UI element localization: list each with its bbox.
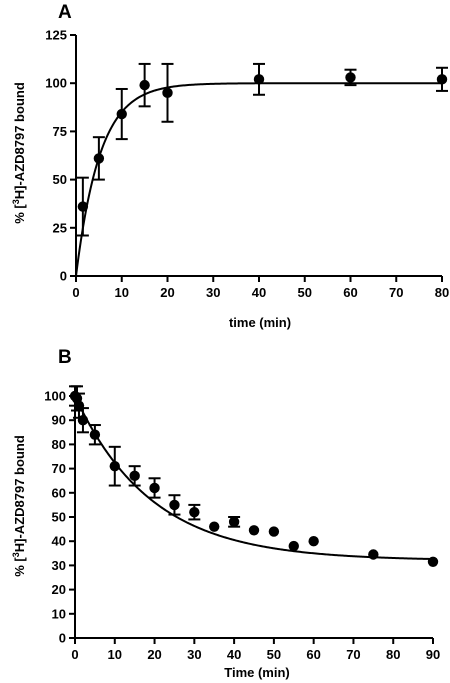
panel-a-x-tick-label: 30 <box>206 285 220 300</box>
panel-a-data-point <box>253 74 265 85</box>
panel-b-data-point <box>288 540 299 552</box>
panel-b-data-point <box>427 556 439 567</box>
panel-a-x-tick-label: 80 <box>435 285 449 300</box>
panel-b-x-tick-label: 30 <box>187 647 201 662</box>
panel-b-y-tick-label: 30 <box>52 558 66 573</box>
panel-b-x-tick-label: 50 <box>267 647 281 662</box>
panel-a-data-point <box>162 87 173 99</box>
panel-a-x-tick-label: 20 <box>160 285 174 300</box>
panel-a-ylabel-after: H]-AZD8797 bound <box>12 82 27 199</box>
panel-a-y-tick-label: 50 <box>53 172 67 187</box>
panel-a-y-tick-label: 100 <box>45 76 67 91</box>
panel-a-x-axis-title: time (min) <box>229 315 291 330</box>
panel-a-ylabel-sup: 3 <box>11 199 21 204</box>
panel-b-data-point <box>209 521 220 532</box>
panel-b-y-tick-label: 100 <box>44 389 66 404</box>
panel-a-data-point <box>139 79 150 91</box>
panel-b-data-point <box>189 506 200 518</box>
panel-b-data-point <box>228 516 240 528</box>
panel-b-data-point <box>308 536 319 547</box>
panel-b-y-tick-label: 60 <box>52 485 66 500</box>
panel-a-data-points <box>76 62 448 237</box>
panel-b-data-point <box>248 525 260 536</box>
panel-b-x-tick-label: 40 <box>227 647 241 662</box>
panel-a-ylabel-before: % [ <box>12 204 27 224</box>
panel-b-x-axis-title: Time (min) <box>224 665 290 680</box>
panel-a-data-point <box>345 72 356 83</box>
panel-b-y-tick-label: 10 <box>52 606 66 621</box>
panel-a-data-point <box>116 108 127 120</box>
panel-b-data-point <box>109 460 120 472</box>
panel-b-letter: B <box>58 347 72 368</box>
panel-b-x-tick-label: 0 <box>71 647 78 662</box>
panel-b-ylabel-before: % [ <box>12 557 27 577</box>
panel-a-x-tick-label: 40 <box>252 285 266 300</box>
panel-b-x-tick-label: 10 <box>108 647 122 662</box>
panel-b-x-tick-label: 20 <box>147 647 161 662</box>
panel-a-data-point <box>436 74 448 85</box>
panel-b-axes: 0 10 20 30 40 50 60 70 80 90 100 0 10 20 30 40 50 60 70 80 9… <box>44 389 440 663</box>
panel-b-y-tick-label: 20 <box>52 582 66 597</box>
panel-a-letter: A <box>58 2 72 23</box>
panel-a-fit-curve <box>75 82 442 277</box>
panel-b-data-point <box>129 470 140 482</box>
panel-b-y-tick-label: 50 <box>52 510 66 525</box>
panel-b-y-tick-label: 40 <box>52 534 66 549</box>
panel-a-x-tick-label: 50 <box>298 285 312 300</box>
panel-b-data-point <box>268 526 280 537</box>
panel-b-ylabel-after: H]-AZD8797 bound <box>12 435 27 552</box>
panel-a-x-tick-label: 70 <box>389 285 403 300</box>
panel-a-y-tick-label: 75 <box>53 124 67 139</box>
panel-b-y-tick-label: 70 <box>52 461 66 476</box>
panel-b-x-tick-label: 80 <box>386 647 400 662</box>
panel-b-y-tick-label: 90 <box>52 413 66 428</box>
panel-b-y-tick-label: 80 <box>52 437 66 452</box>
panel-a-x-tick-label: 10 <box>115 285 129 300</box>
panel-b: B 0 10 20 30 40 50 60 70 80 90 100 0 10 20 30 40 50 60 70 8… <box>11 347 440 680</box>
panel-b-data-point <box>368 549 379 560</box>
panel-a-y-tick-label: 125 <box>45 28 67 43</box>
panel-a-fit-line <box>75 82 442 277</box>
panel-b-data-point <box>89 429 101 440</box>
panel-b-data-point <box>77 415 89 426</box>
panel-b-x-tick-label: 70 <box>346 647 360 662</box>
panel-b-data-point <box>169 499 180 511</box>
panel-a-x-tick-label: 60 <box>343 285 357 300</box>
panel-b-y-axis-title: % [3H]-AZD8797 bound <box>11 435 27 577</box>
panel-a-y-tick-label: 25 <box>53 220 67 235</box>
panel-a-data-point <box>93 153 105 164</box>
panel-a-y-tick-label: 0 <box>60 269 67 284</box>
panel-b-y-tick-label: 0 <box>59 631 66 646</box>
panel-b-ylabel-sup: 3 <box>11 552 21 557</box>
panel-b-x-tick-label: 90 <box>426 647 440 662</box>
panel-a-data-point <box>77 201 89 212</box>
panel-b-data-point <box>149 482 160 494</box>
panel-a-x-tick-label: 0 <box>72 285 79 300</box>
panel-a-axes: 0 25 50 75 100 125 0 10 20 30 40 50 60 70 80 <box>45 28 449 301</box>
panel-b-x-tick-label: 60 <box>306 647 320 662</box>
panel-a: A 0 25 50 75 100 125 0 10 20 30 40 50 60 70 80 time (m… <box>11 2 449 330</box>
panel-b-data-points <box>69 385 439 567</box>
panel-a-y-axis-title: % [3H]-AZD8797 bound <box>11 82 27 224</box>
